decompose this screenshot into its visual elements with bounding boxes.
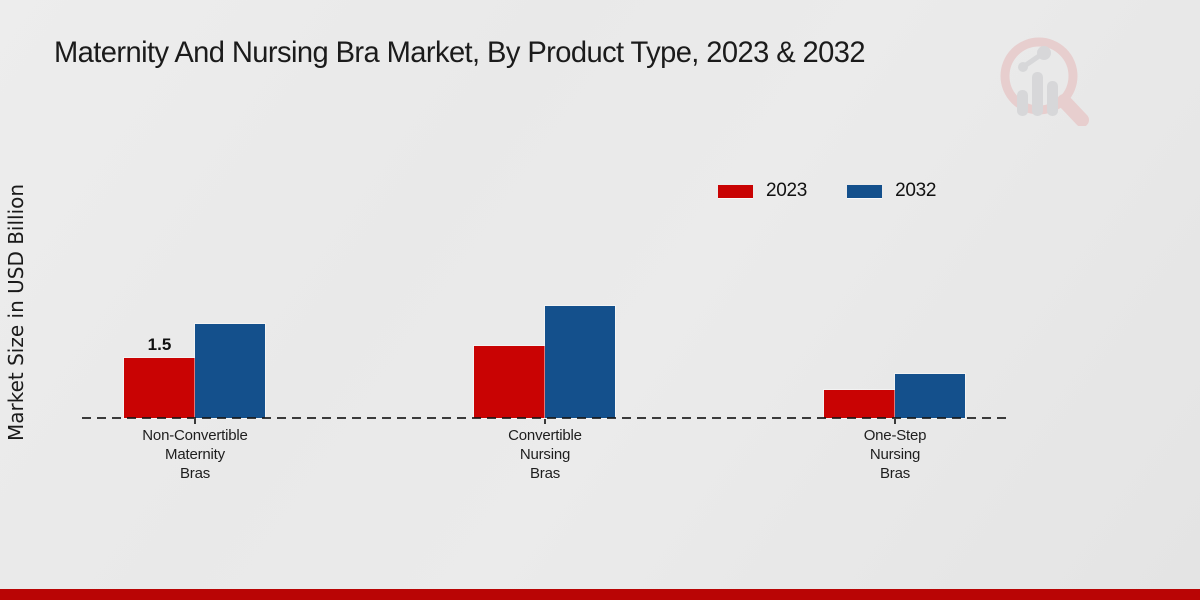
legend-item-2032: 2032 <box>847 180 936 202</box>
footer-red-bar <box>0 589 1200 600</box>
x-axis-tick <box>544 419 546 424</box>
legend-swatch-2032 <box>847 184 883 198</box>
x-axis-dashed-baseline <box>82 417 1007 419</box>
bar-2032-group2 <box>895 374 965 418</box>
x-axis-tick <box>894 419 896 424</box>
legend-label-2032: 2032 <box>895 180 937 201</box>
legend-item-2023: 2023 <box>718 180 807 202</box>
category-label-group0: Non-Convertible Maternity Bras <box>142 427 248 482</box>
legend-swatch-2023 <box>718 184 753 198</box>
bar-2032-group1 <box>545 306 615 418</box>
bar-2023-group0 <box>124 358 195 418</box>
bar-2023-group1 <box>474 346 545 418</box>
chart-title: Maternity And Nursing Bra Market, By Pro… <box>54 36 866 69</box>
category-label-group1: Convertible Nursing Bras <box>508 427 582 482</box>
y-axis-label: Market Size in USD Billion <box>4 183 28 442</box>
legend-label-2023: 2023 <box>766 180 808 201</box>
magnifier-bar-chart-logo-icon <box>1000 37 1089 126</box>
bar-value-label-2023-group0: 1.5 <box>147 335 172 354</box>
bar-2032-group0 <box>195 324 265 418</box>
bar-2023-group2 <box>824 390 895 418</box>
category-label-group2: One-Step Nursing Bras <box>863 427 927 482</box>
legend: 2023 2032 <box>718 180 936 202</box>
x-axis-tick <box>194 419 196 424</box>
